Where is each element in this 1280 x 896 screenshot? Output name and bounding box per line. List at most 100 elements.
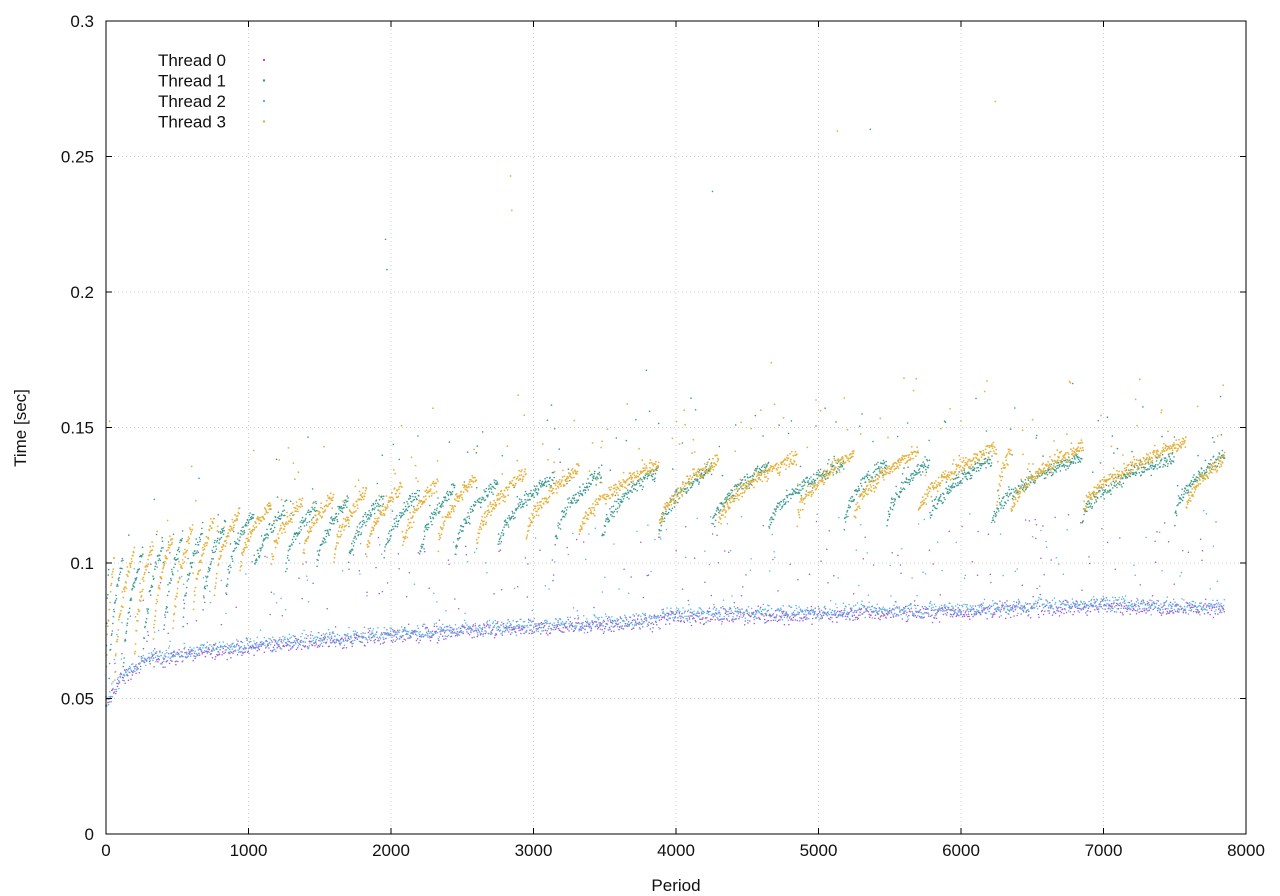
data-point [528,492,530,495]
data-point [206,584,208,587]
data-point [447,559,450,561]
data-point [330,635,333,638]
data-point [1094,609,1096,611]
data-point [331,518,334,520]
data-point [218,641,221,643]
data-point [804,481,807,484]
data-point [357,636,360,638]
data-point [597,628,599,630]
data-point [647,623,649,625]
data-point [708,470,710,472]
data-point [867,611,870,613]
data-point [347,497,349,499]
data-point [628,623,631,626]
data-point [603,630,606,633]
data-point [927,615,930,617]
data-point [1136,610,1138,612]
data-point [227,568,229,571]
data-point [1111,435,1114,437]
data-point [435,622,437,624]
data-point [474,504,477,506]
data-point [305,575,308,577]
data-point [397,523,399,526]
data-point [296,638,298,641]
data-point [777,619,780,621]
data-point [168,662,171,665]
data-point [369,514,371,516]
data-point [798,489,800,491]
data-point [209,601,212,604]
data-point [942,501,944,504]
data-point [700,612,703,615]
data-point [479,632,482,634]
data-point [287,554,289,557]
data-point [876,468,878,470]
data-point [1176,484,1179,487]
data-point [549,476,551,479]
data-point [1089,505,1092,507]
data-point [137,667,139,670]
data-point [572,494,575,497]
data-point [260,548,262,550]
data-point [1102,489,1104,491]
data-point [314,510,317,512]
data-point [1100,606,1102,608]
data-point [475,630,478,632]
data-point [571,622,573,624]
data-point [157,559,160,562]
data-point [1014,487,1017,489]
data-point [860,485,863,487]
data-point [269,638,271,640]
data-point [556,537,559,540]
data-point [742,586,744,588]
data-point [575,625,578,627]
data-point [400,636,402,638]
data-point [810,476,812,478]
data-point [511,515,513,518]
data-point [1032,595,1034,598]
data-point [1124,602,1126,605]
data-point [375,499,378,502]
data-point [872,471,875,474]
data-point [981,609,983,612]
data-point [153,631,156,633]
data-point [950,490,952,492]
data-point [511,510,514,513]
data-point [1011,454,1013,456]
data-point [832,474,835,476]
data-point [895,613,898,616]
data-point [190,566,193,569]
data-point [436,601,438,603]
data-point [169,552,171,554]
data-point [816,471,818,474]
data-point [767,461,770,464]
data-point [225,612,227,615]
data-point [339,644,341,646]
data-point [423,530,426,533]
data-point [854,609,856,612]
data-point [458,634,461,636]
data-point [361,523,364,526]
data-point [695,620,697,623]
data-point [358,530,360,533]
data-point [1040,474,1043,476]
data-point [1004,492,1007,495]
data-point [681,442,684,444]
data-point [1091,505,1094,508]
data-point [883,463,885,465]
data-point [1059,610,1061,613]
data-point [298,577,300,579]
data-point [1180,494,1183,496]
data-point [1104,491,1106,493]
data-point [853,614,856,616]
data-point [808,478,811,480]
data-point [955,615,958,618]
data-point [700,472,703,475]
data-point [214,643,216,646]
data-point [930,609,933,612]
data-point [999,600,1001,602]
data-point [972,615,974,618]
data-point [709,620,711,622]
data-point [1086,614,1088,616]
data-point [259,629,262,631]
